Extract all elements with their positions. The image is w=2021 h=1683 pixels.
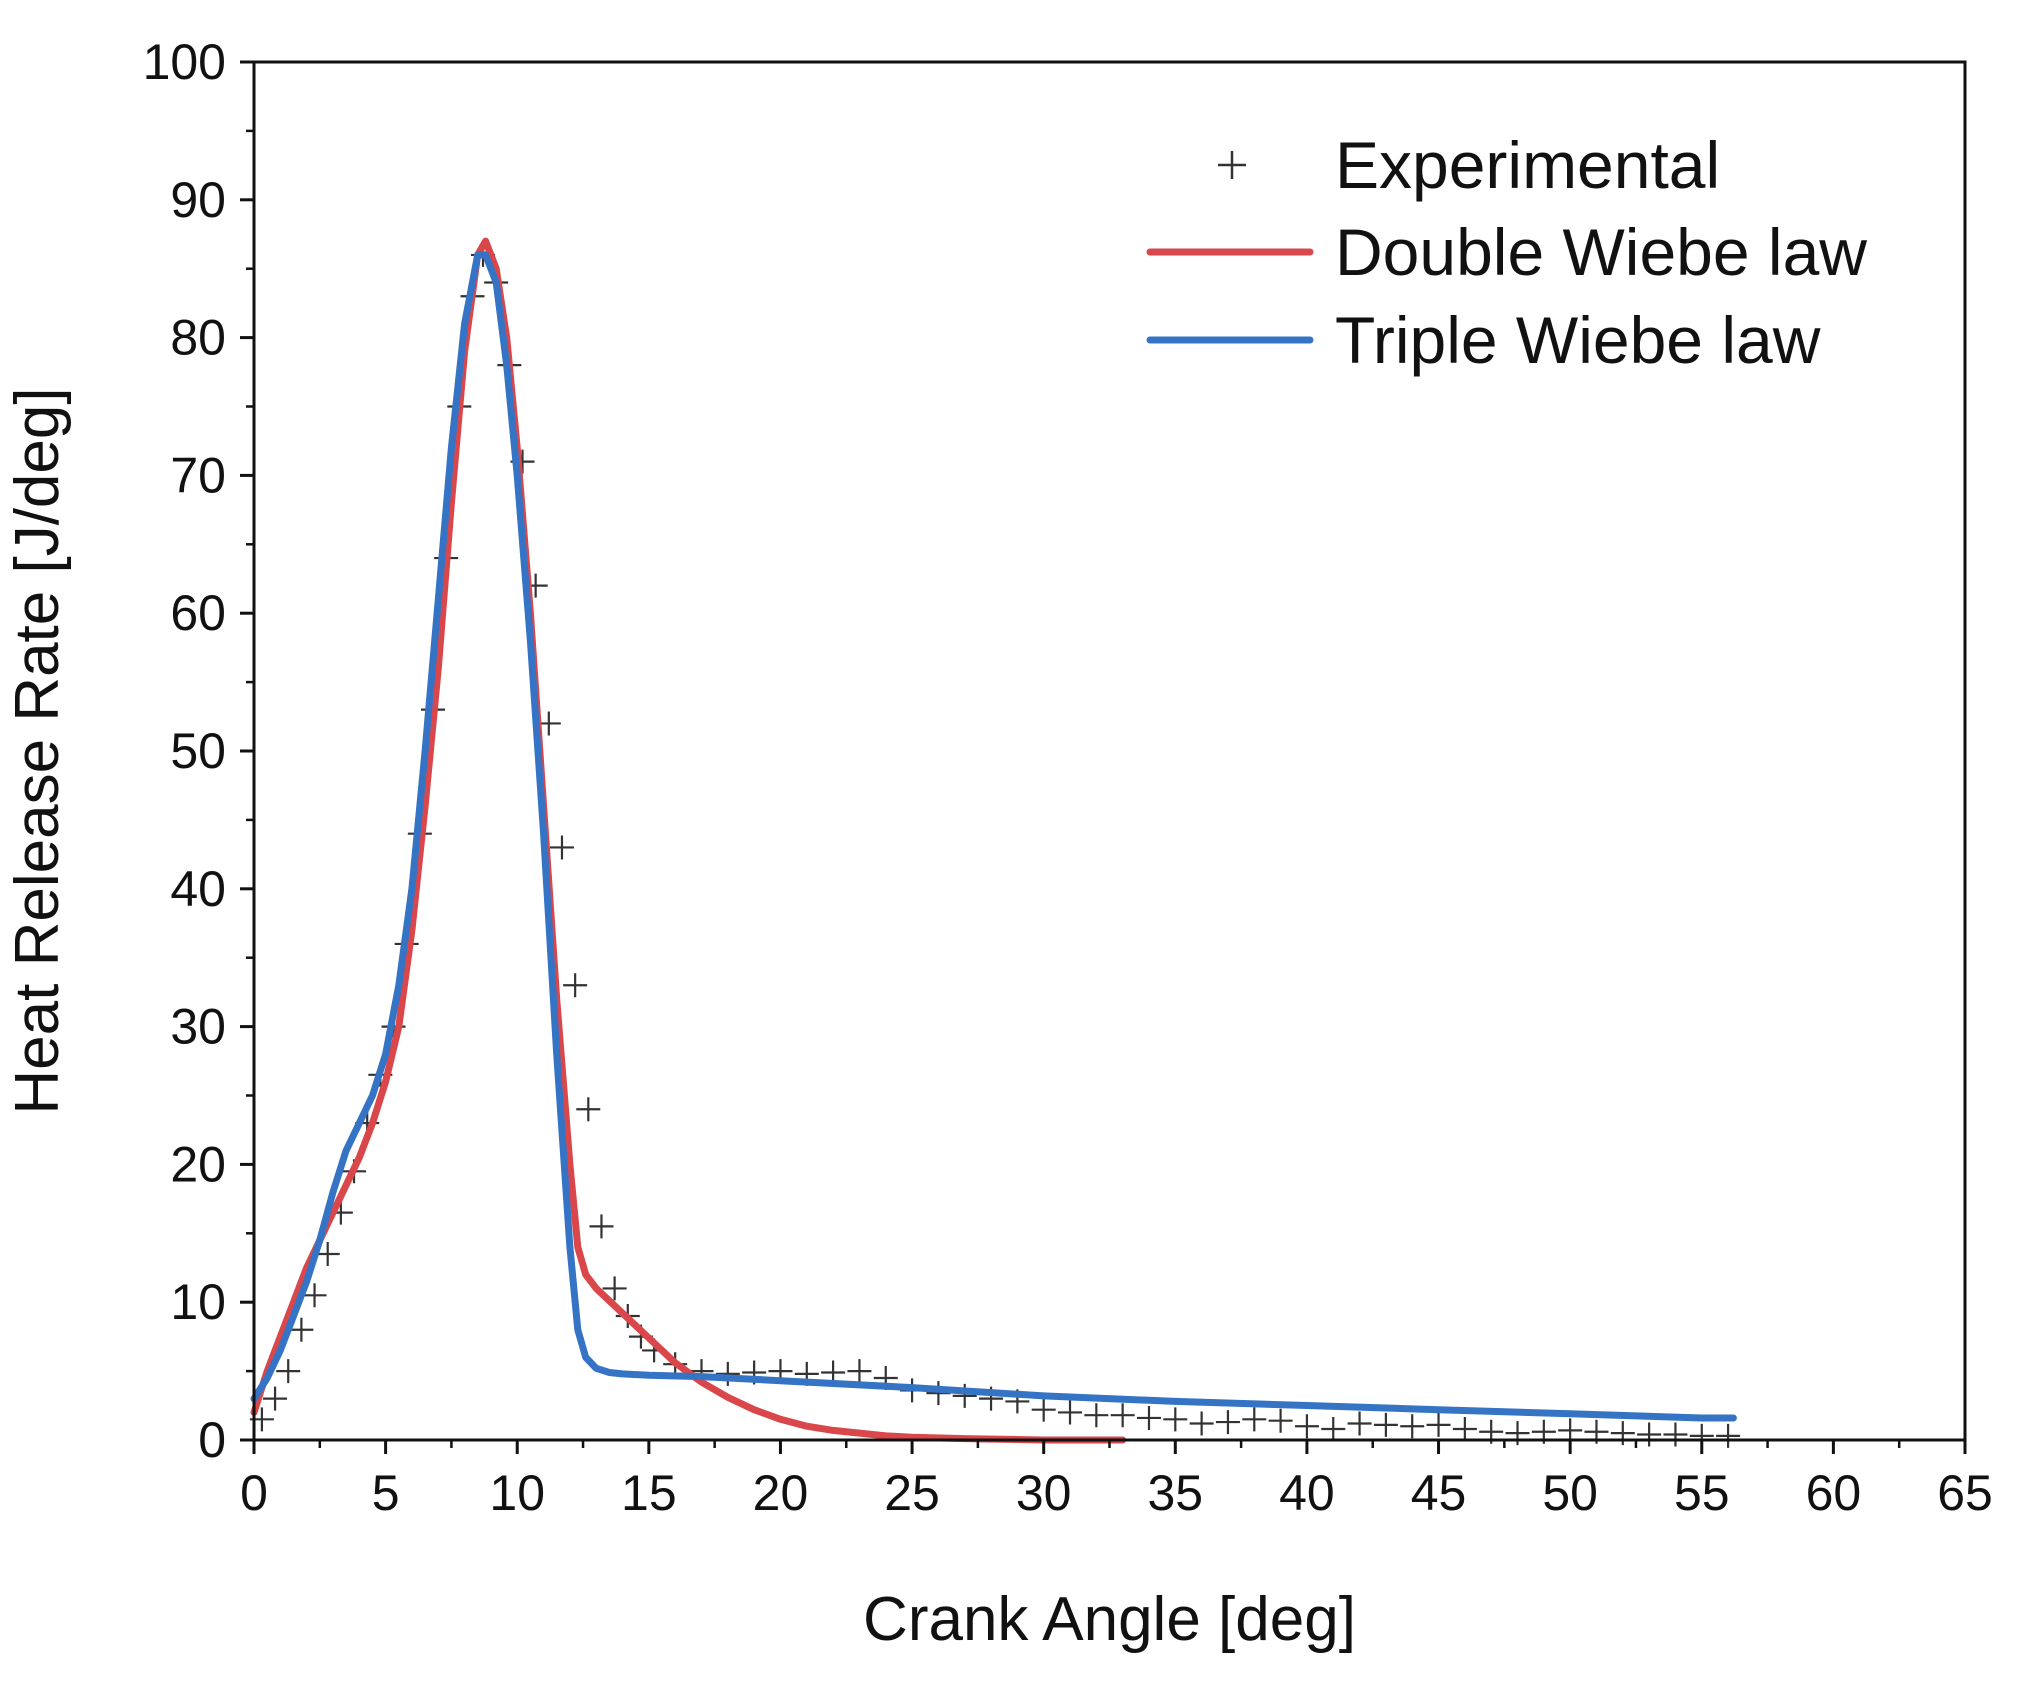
experimental-point [1373,1412,1398,1437]
x-tick-label: 30 [1016,1465,1072,1521]
experimental-point [1347,1411,1372,1436]
legend-label-experimental: Experimental [1335,128,1720,202]
x-tick-label: 5 [372,1465,400,1521]
experimental-point [1242,1407,1267,1432]
experimental-point [1558,1418,1583,1443]
tick-labels: 0 5 10 15 20 25 30 35 40 45 50 55 60 65 0 10 20 30 40 50 60 7… [143,34,1993,1521]
y-tick-label: 20 [170,1136,226,1192]
legend-item-double-wiebe: Double Wiebe law [1146,215,1867,289]
axis-ticks [240,60,1967,1454]
experimental-point [1110,1403,1135,1428]
x-tick-label: 55 [1674,1465,1730,1521]
experimental-point [1058,1400,1083,1425]
y-tick-label: 10 [170,1274,226,1330]
plot-marks [249,237,1741,1448]
triple-wiebe-line [250,251,1737,1422]
experimental-point [1400,1414,1425,1439]
x-tick-label: 50 [1542,1465,1598,1521]
experimental-point [576,1097,601,1122]
experimental-point [1031,1397,1056,1422]
experimental-point [1136,1405,1161,1430]
y-axis-title: Heat Release Rate [J/deg] [3,387,72,1114]
experimental-point [602,1276,627,1301]
experimental-point [289,1317,314,1342]
y-tick-label: 80 [170,310,226,366]
experimental-markers [249,242,1741,1448]
experimental-point [1084,1403,1109,1428]
x-tick-label: 35 [1147,1465,1203,1521]
experimental-point [1663,1422,1688,1447]
legend: Experimental Double Wiebe law Triple Wie… [1146,128,1867,377]
x-tick-label: 20 [753,1465,809,1521]
experimental-point [276,1359,301,1384]
experimental-point [1294,1414,1319,1439]
x-tick-label: 15 [621,1465,677,1521]
y-tick-label: 30 [170,999,226,1055]
legend-label-double-wiebe: Double Wiebe law [1335,215,1867,289]
y-tick-label: 70 [170,447,226,503]
experimental-point [563,973,588,998]
experimental-point [1268,1408,1293,1433]
experimental-point [263,1386,288,1411]
x-tick-label: 10 [489,1465,545,1521]
x-tick-label: 40 [1279,1465,1335,1521]
experimental-point [1189,1411,1214,1436]
experimental-point [549,835,574,860]
legend-item-triple-wiebe: Triple Wiebe law [1146,303,1821,377]
legend-label-triple-wiebe: Triple Wiebe law [1335,303,1821,377]
experimental-point [1452,1416,1477,1441]
y-tick-label: 50 [170,723,226,779]
experimental-point [1637,1422,1662,1447]
experimental-point [847,1359,872,1384]
legend-item-experimental: Experimental [1218,128,1720,202]
x-tick-label: 0 [240,1465,268,1521]
y-tick-label: 40 [170,861,226,917]
x-tick-label: 65 [1937,1465,1993,1521]
experimental-point [1163,1407,1188,1432]
x-tick-label: 45 [1411,1465,1467,1521]
x-axis-title: Crank Angle [deg] [863,1585,1356,1654]
experimental-point [1321,1416,1346,1441]
y-tick-label: 0 [198,1412,226,1468]
y-tick-label: 90 [170,172,226,228]
y-tick-label: 60 [170,585,226,641]
legend-plus-marker-icon [1218,151,1246,179]
experimental-point [715,1361,740,1386]
experimental-point [315,1241,340,1266]
experimental-point [1716,1423,1741,1448]
x-tick-label: 25 [884,1465,940,1521]
experimental-point [302,1283,327,1308]
y-tick-label: 100 [143,34,226,90]
x-tick-label: 60 [1806,1465,1862,1521]
experimental-point [1215,1410,1240,1435]
experimental-point [1426,1412,1451,1437]
experimental-point [589,1214,614,1239]
